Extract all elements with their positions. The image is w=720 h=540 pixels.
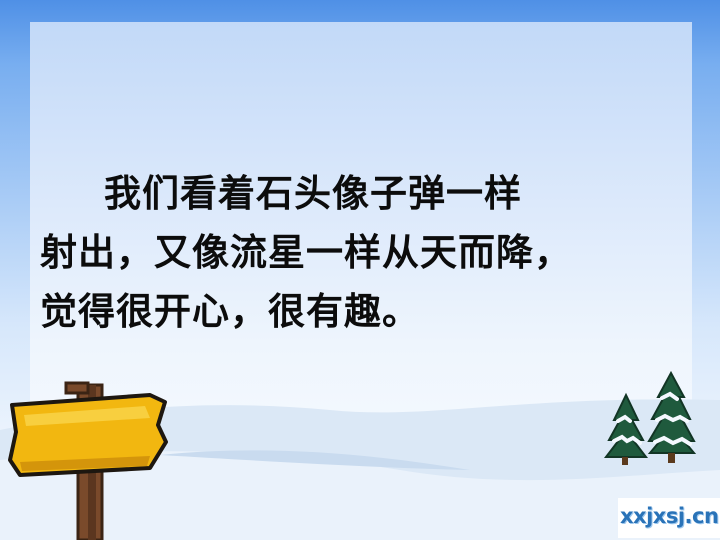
text-line-2: 射出，又像流星一样从天而降， bbox=[40, 231, 572, 274]
small-pine-tree bbox=[603, 392, 649, 465]
watermark: xxjxsj.cn bbox=[618, 498, 720, 538]
slide-text: 我们看着石头像子弹一样 射出，又像流星一样从天而降， 觉得很开心，很有趣。 bbox=[40, 164, 700, 341]
text-line-1: 我们看着石头像子弹一样 bbox=[104, 172, 522, 215]
signpost-cap bbox=[64, 381, 90, 395]
signpost-board-highlight bbox=[24, 406, 150, 426]
snow-hill-front bbox=[0, 451, 720, 540]
text-line-3: 觉得很开心，很有趣。 bbox=[40, 290, 420, 333]
pine-trees-icon bbox=[603, 370, 697, 465]
signpost-board-shadow bbox=[20, 456, 150, 471]
large-pine-tree bbox=[647, 370, 697, 463]
signpost-icon bbox=[8, 381, 168, 540]
snow-hill-shade bbox=[160, 450, 470, 470]
watermark-text: xxjxsj.cn bbox=[620, 504, 719, 528]
